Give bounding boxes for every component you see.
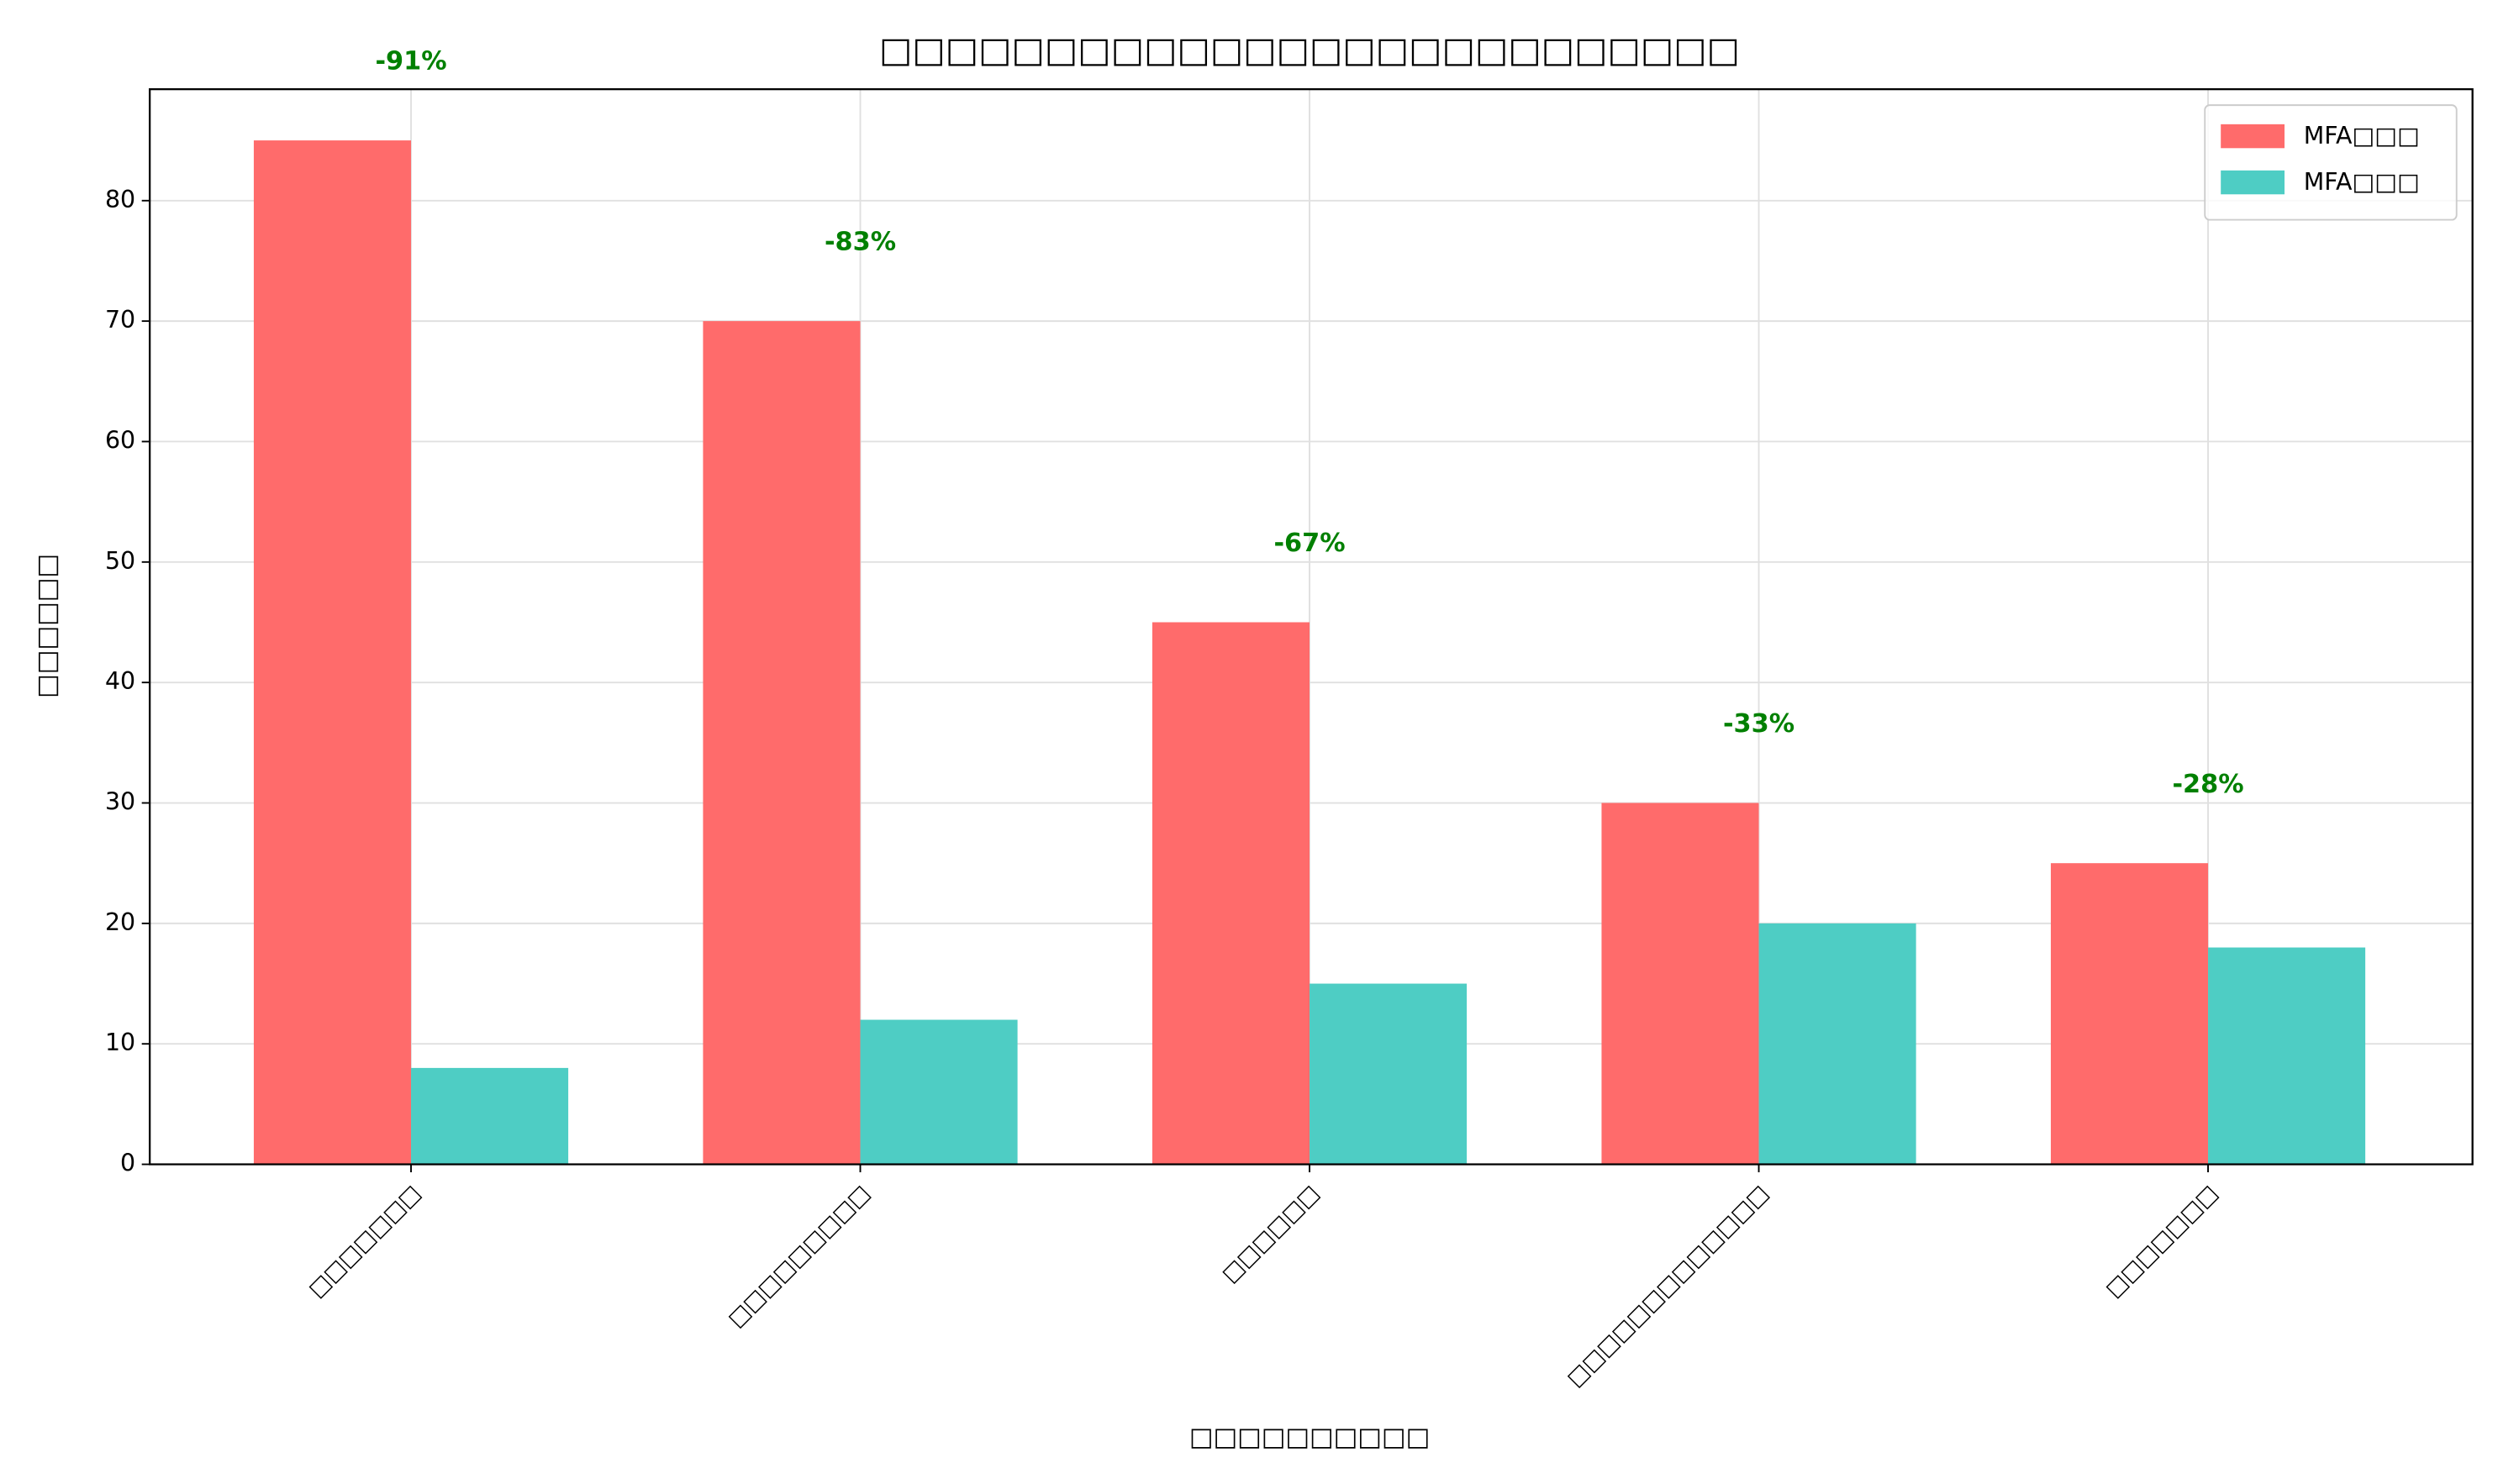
plot-frame (149, 88, 2474, 1166)
legend-label: MFA□□□ (2304, 122, 2420, 150)
y-tick-label: 40 (105, 667, 135, 695)
annotation: -33% (1723, 709, 1794, 739)
x-tick-label: □□□□□□□ (303, 1180, 426, 1302)
annotation: -91% (375, 47, 446, 76)
bar (411, 1067, 569, 1165)
y-tick-label: 50 (105, 547, 135, 575)
annotation: -28% (2172, 770, 2243, 799)
legend-label: MFA□□□ (2304, 168, 2420, 196)
y-tick-label: 10 (105, 1029, 135, 1056)
bar (1152, 622, 1310, 1165)
bar (2208, 947, 2366, 1165)
x-tick-label: □□□□□□□ (2100, 1180, 2223, 1302)
y-tick-label: 60 (105, 426, 135, 454)
legend-swatch (2221, 170, 2285, 195)
annotation: -67% (1273, 529, 1345, 558)
bar (703, 321, 861, 1165)
y-axis-label: □□□□□□ (32, 554, 61, 698)
bar (253, 140, 412, 1165)
x-tick-label: □□□□□□□□□□□□□ (1562, 1180, 1773, 1392)
y-tick-label: 80 (105, 186, 135, 213)
x-axis-label: □□□□□□□□□□ (1189, 1423, 1430, 1452)
bar (860, 1019, 1018, 1165)
x-tick-label: □□□□□□ (1217, 1180, 1325, 1287)
bar (1310, 983, 1468, 1165)
bar (1758, 923, 1916, 1165)
chart-title: □□□□□□□□□□□□□□□□□□□□□□□□□□ (879, 29, 1740, 71)
x-tick-label: □□□□□□□□□ (723, 1180, 875, 1332)
y-tick-label: 20 (105, 908, 135, 936)
annotation: -83% (825, 228, 896, 257)
legend-swatch (2221, 124, 2285, 149)
y-tick-label: 0 (120, 1150, 135, 1177)
y-tick-label: 30 (105, 788, 135, 816)
bar (1601, 803, 1759, 1165)
y-tick-label: 70 (105, 306, 135, 334)
bar (2050, 863, 2209, 1165)
